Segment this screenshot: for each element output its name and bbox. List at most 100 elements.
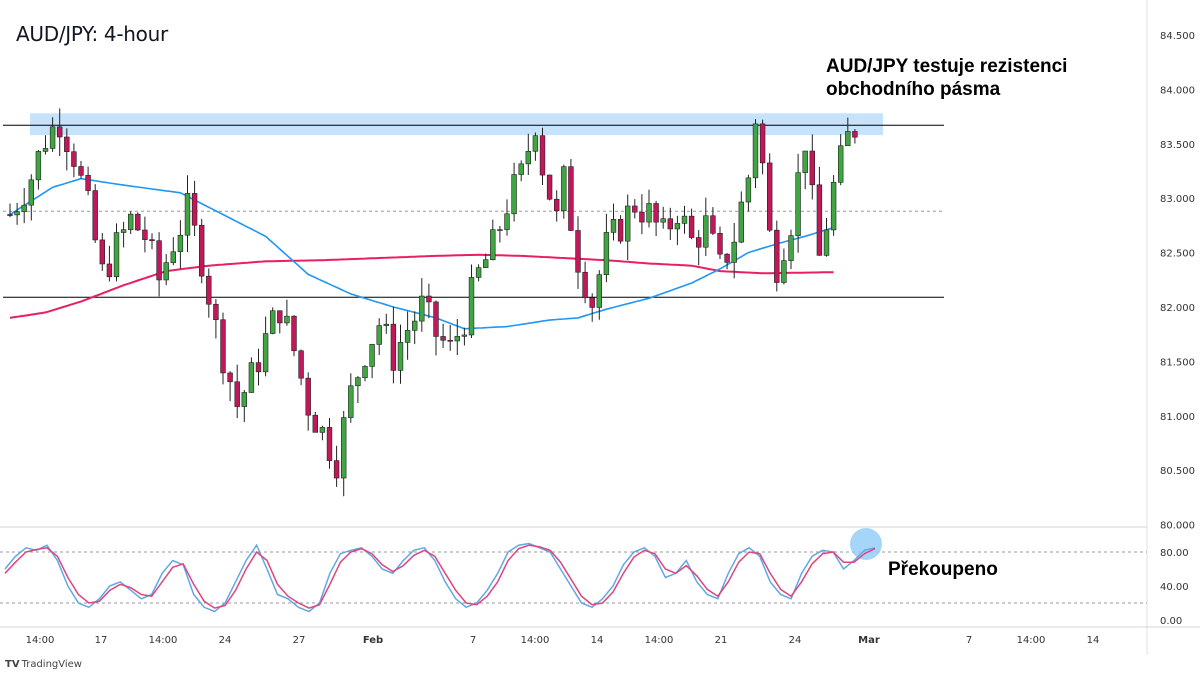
candle (475, 264, 482, 282)
tradingview-brand[interactable]: TV TradingView (5, 659, 82, 670)
candle (71, 143, 77, 178)
candle (610, 203, 617, 241)
candle (823, 217, 830, 257)
candle (589, 293, 595, 322)
candle (837, 134, 844, 186)
candle (433, 300, 439, 356)
candle (454, 319, 460, 356)
price-axis[interactable]: 84.500 84.000 83.500 83.000 82.500 82.000 81.5… (1160, 31, 1195, 532)
candle (532, 132, 539, 161)
candle (404, 311, 411, 360)
candle (774, 220, 780, 292)
candle (426, 283, 432, 319)
candle (149, 233, 155, 250)
candle (269, 307, 276, 335)
candle (681, 205, 688, 234)
candle (553, 190, 560, 222)
candle (106, 245, 113, 282)
candle (312, 411, 318, 433)
time-tick-label: 14:00 (1017, 635, 1046, 646)
candle (355, 376, 361, 404)
candle (14, 202, 20, 225)
candle (113, 223, 120, 282)
candle (85, 166, 91, 196)
candle (632, 199, 638, 219)
candle (199, 218, 205, 284)
candle (603, 213, 610, 283)
resistance-annotation-line-2: obchodního pásma (826, 79, 1001, 100)
time-tick-label: 14:00 (26, 635, 55, 646)
candle (92, 184, 98, 243)
candle (639, 194, 645, 235)
chart-title: AUD/JPY: 4-hour (16, 22, 168, 46)
candle (397, 324, 404, 384)
candle (646, 189, 652, 228)
candle (227, 371, 233, 402)
candle (845, 117, 851, 147)
price-tick-label: 84.500 (1160, 31, 1195, 42)
candle (703, 197, 709, 257)
candle (674, 215, 681, 246)
candle (561, 164, 567, 219)
oscillator-tick-label: 40.00 (1160, 582, 1189, 593)
candle (759, 119, 766, 175)
candle (383, 313, 389, 334)
time-tick-label: 14 (591, 635, 604, 646)
candle (624, 194, 631, 261)
candle (191, 180, 198, 237)
candles (7, 108, 858, 497)
candle (468, 264, 475, 338)
time-tick-label: 24 (789, 635, 802, 646)
candle (518, 160, 524, 182)
candle (667, 207, 674, 241)
candle (333, 445, 340, 487)
candle (617, 215, 624, 244)
candle (752, 119, 759, 189)
candle (298, 349, 304, 386)
candle (766, 153, 773, 232)
candle (653, 200, 659, 237)
candle (461, 327, 468, 346)
candle (7, 203, 13, 218)
candle (419, 278, 425, 332)
candle (809, 134, 816, 200)
resistance-zone (30, 113, 883, 136)
time-tick-label: 27 (293, 635, 306, 646)
time-tick-label: Feb (363, 635, 383, 646)
candle (206, 268, 212, 318)
time-tick-label: 7 (470, 635, 476, 646)
time-tick-label: 14:00 (149, 635, 178, 646)
stochastic-oscillator: 80.00 40.00 0.00 (0, 528, 1189, 627)
candle (731, 222, 737, 279)
candle (695, 230, 702, 266)
candle (525, 133, 532, 175)
candle (277, 310, 283, 334)
candle (738, 191, 745, 244)
candle (660, 206, 666, 229)
candle (688, 208, 695, 240)
candle (568, 159, 574, 232)
price-tick-label: 81.000 (1160, 412, 1195, 423)
candle (234, 364, 240, 419)
price-tick-label: 82.500 (1160, 249, 1195, 260)
price-tick-label: 83.000 (1160, 194, 1195, 205)
candle (42, 135, 49, 155)
candle (539, 127, 546, 186)
candle (99, 233, 106, 271)
oscillator-tick-label: 80.00 (1160, 548, 1189, 559)
candle (745, 174, 752, 212)
candle (781, 248, 787, 285)
candle (852, 129, 858, 144)
time-axis[interactable]: 14:00 17 14:00 24 27 Feb 7 14:00 14 14:00 21 24 Mar 7… (26, 635, 1100, 646)
stoch-d-line (4, 544, 876, 609)
candle (511, 162, 517, 222)
price-tick-label: 82.000 (1160, 303, 1195, 314)
price-tick-label: 80.500 (1160, 466, 1195, 477)
candle (28, 174, 34, 221)
time-tick-label: Mar (858, 635, 880, 646)
candle (390, 306, 397, 384)
candle (220, 312, 226, 385)
candle (340, 410, 347, 497)
candle (575, 216, 581, 289)
time-tick-label: 14:00 (645, 635, 674, 646)
